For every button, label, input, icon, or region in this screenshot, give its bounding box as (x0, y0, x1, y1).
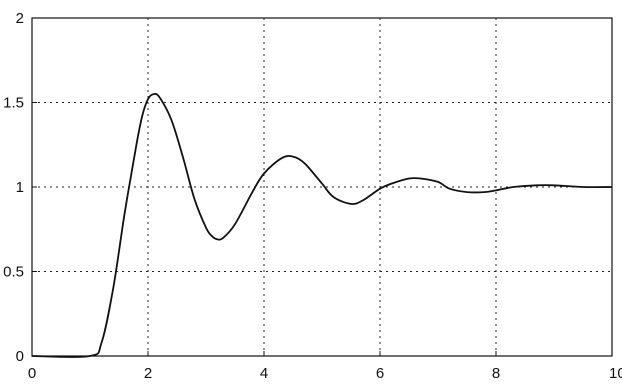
x-tick-label: 2 (144, 365, 152, 382)
tick-labels: 0 2 4 6 8 10 0 0.5 1 1.5 2 (3, 10, 622, 382)
y-tick-label: 0 (16, 348, 24, 365)
y-tick-label: 0.5 (3, 264, 24, 281)
series-line-0 (32, 94, 612, 357)
x-tick-label: 0 (28, 365, 36, 382)
y-tick-label: 1 (16, 179, 24, 196)
y-tick-label: 2 (16, 10, 24, 27)
y-tick-label: 1.5 (3, 95, 24, 112)
x-tick-label: 4 (260, 365, 268, 382)
series-layer (32, 94, 612, 357)
x-tick-label: 8 (492, 365, 500, 382)
x-tick-label: 6 (376, 365, 384, 382)
x-tick-label: 10 (609, 365, 622, 382)
grid-lines (32, 18, 612, 356)
